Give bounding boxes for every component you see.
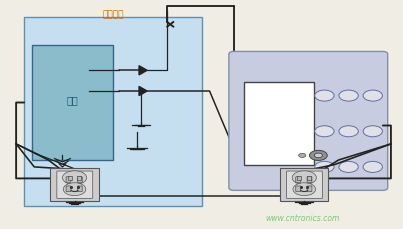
Circle shape — [315, 126, 334, 137]
Text: 被测器件: 被测器件 — [102, 10, 124, 19]
FancyBboxPatch shape — [296, 177, 301, 183]
Text: 电源: 电源 — [66, 95, 79, 105]
Circle shape — [363, 91, 382, 102]
FancyBboxPatch shape — [244, 82, 314, 165]
FancyBboxPatch shape — [77, 186, 82, 192]
Circle shape — [339, 126, 358, 137]
Polygon shape — [139, 66, 147, 76]
FancyBboxPatch shape — [280, 168, 328, 202]
Circle shape — [315, 162, 334, 173]
FancyBboxPatch shape — [32, 46, 113, 160]
Circle shape — [315, 91, 334, 102]
Circle shape — [299, 154, 306, 158]
FancyBboxPatch shape — [66, 177, 71, 183]
Polygon shape — [139, 87, 147, 96]
FancyBboxPatch shape — [229, 52, 388, 191]
FancyBboxPatch shape — [24, 18, 202, 206]
FancyBboxPatch shape — [68, 176, 72, 180]
Circle shape — [314, 153, 322, 158]
FancyBboxPatch shape — [57, 171, 93, 199]
FancyBboxPatch shape — [307, 177, 312, 183]
Text: www.cntronics.com: www.cntronics.com — [265, 213, 339, 222]
FancyBboxPatch shape — [307, 186, 312, 192]
FancyBboxPatch shape — [66, 186, 71, 192]
FancyBboxPatch shape — [307, 176, 311, 180]
Circle shape — [339, 91, 358, 102]
FancyBboxPatch shape — [50, 168, 99, 202]
Circle shape — [293, 183, 316, 196]
Circle shape — [363, 126, 382, 137]
FancyBboxPatch shape — [297, 176, 301, 180]
FancyBboxPatch shape — [296, 186, 301, 192]
FancyBboxPatch shape — [77, 176, 81, 180]
FancyBboxPatch shape — [77, 177, 82, 183]
FancyBboxPatch shape — [287, 171, 322, 199]
Circle shape — [62, 171, 87, 185]
Circle shape — [310, 151, 327, 161]
Circle shape — [363, 162, 382, 173]
Circle shape — [339, 162, 358, 173]
Circle shape — [292, 171, 316, 185]
Circle shape — [63, 183, 86, 196]
